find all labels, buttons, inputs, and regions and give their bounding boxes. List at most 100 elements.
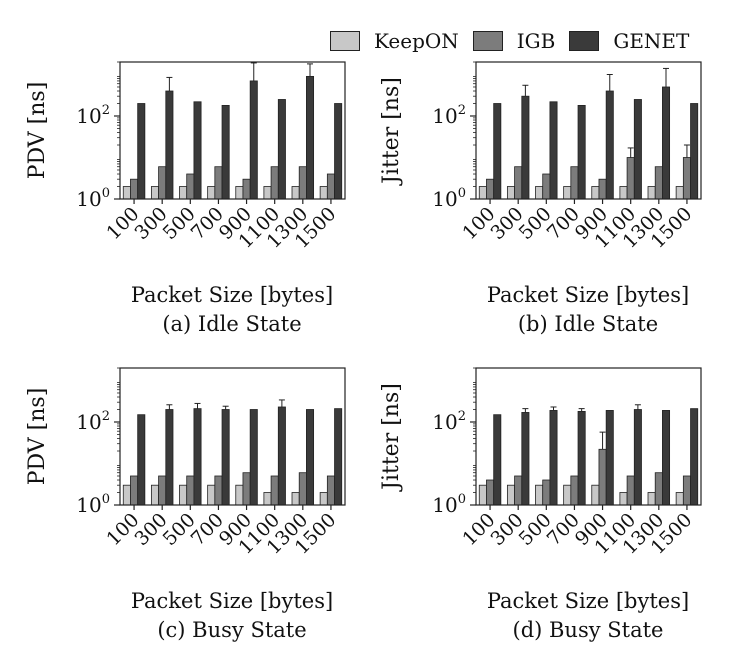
bar-igb-300: [514, 166, 523, 200]
bar-keepon-700: [207, 186, 216, 200]
y-tick-exponent: 0: [102, 186, 110, 201]
y-axis-label: Jitter [ns]: [379, 383, 404, 492]
bar-genet-1500: [334, 103, 343, 200]
legend-swatch-genet: [569, 31, 600, 51]
bar-genet-100: [137, 103, 146, 200]
y-tick-exponent: 0: [458, 492, 466, 507]
bar-keepon-900: [235, 484, 244, 506]
bar-igb-1500: [682, 475, 691, 506]
bar-igb-300: [158, 475, 167, 506]
bar-genet-1100: [633, 409, 642, 506]
bar-keepon-1100: [263, 492, 272, 506]
panel-caption: (d) Busy State: [513, 618, 664, 642]
bar-genet-300: [521, 95, 530, 200]
bar-genet-700: [221, 409, 230, 506]
bar-keepon-900: [591, 186, 600, 200]
bar-keepon-300: [150, 484, 159, 506]
y-tick-label: 102: [432, 409, 466, 434]
bar-keepon-1300: [647, 186, 656, 200]
bar-genet-300: [165, 90, 174, 200]
bar-keepon-1500: [675, 492, 684, 506]
y-tick-label: 100: [76, 492, 110, 517]
bar-keepon-1100: [263, 186, 272, 200]
bar-igb-900: [598, 178, 607, 200]
bar-keepon-700: [563, 186, 572, 200]
bar-keepon-500: [535, 484, 544, 506]
bar-igb-700: [214, 166, 223, 200]
bar-igb-500: [542, 173, 551, 200]
bar-igb-1300: [654, 166, 663, 200]
bar-igb-1300: [298, 166, 307, 200]
bar-genet-1100: [277, 406, 286, 506]
y-tick-exponent: 2: [102, 103, 110, 118]
bar-genet-700: [221, 105, 230, 200]
bar-igb-1300: [298, 472, 307, 506]
bar-igb-300: [514, 475, 523, 506]
bar-igb-1100: [270, 475, 279, 506]
bar-igb-700: [570, 166, 579, 200]
bar-genet-1100: [633, 99, 642, 200]
bar-igb-1500: [682, 157, 691, 200]
bar-genet-100: [493, 414, 502, 506]
bar-igb-1100: [626, 475, 635, 506]
bar-genet-700: [577, 411, 586, 506]
bar-igb-900: [598, 448, 607, 506]
bar-igb-100: [130, 178, 139, 200]
bar-igb-1300: [654, 472, 663, 506]
bar-keepon-300: [506, 186, 515, 200]
bar-igb-900: [242, 178, 251, 200]
bar-igb-900: [242, 472, 251, 506]
y-tick-label: 100: [432, 186, 466, 211]
bar-keepon-100: [122, 484, 131, 506]
bar-keepon-500: [179, 186, 188, 200]
bar-igb-500: [542, 479, 551, 506]
x-axis-label: Packet Size [bytes]: [131, 589, 333, 613]
bar-igb-700: [214, 475, 223, 506]
bar-igb-300: [158, 166, 167, 200]
legend-item-genet: GENET: [569, 29, 689, 53]
bar-keepon-1500: [675, 186, 684, 200]
bar-keepon-900: [591, 484, 600, 506]
bar-keepon-1300: [647, 492, 656, 506]
bar-genet-1500: [690, 103, 699, 200]
bar-genet-100: [493, 103, 502, 200]
bar-genet-900: [249, 409, 258, 506]
legend-label-genet: GENET: [613, 29, 690, 53]
y-tick-exponent: 0: [458, 186, 466, 201]
bar-keepon-500: [535, 186, 544, 200]
legend-item-igb: IGB: [472, 29, 555, 53]
bar-keepon-1300: [291, 186, 300, 200]
y-axis-label: PDV [ns]: [25, 388, 50, 486]
bar-igb-700: [570, 475, 579, 506]
bar-keepon-1300: [291, 492, 300, 506]
legend-swatch-keepon: [330, 31, 360, 51]
bar-genet-900: [605, 410, 614, 506]
bar-genet-300: [521, 412, 530, 506]
bar-keepon-700: [207, 484, 216, 506]
bar-genet-1300: [662, 86, 671, 200]
x-axis-label: Packet Size [bytes]: [131, 283, 333, 307]
bar-igb-100: [486, 479, 495, 506]
plot-frame: [119, 61, 346, 200]
bar-genet-100: [137, 414, 146, 506]
bar-keepon-1100: [619, 186, 628, 200]
bar-genet-300: [165, 409, 174, 506]
bar-genet-1300: [662, 410, 671, 506]
panel-caption: (c) Busy State: [157, 618, 306, 642]
bar-keepon-100: [478, 484, 487, 506]
bar-keepon-100: [478, 186, 487, 200]
plot-frame: [475, 61, 702, 200]
bar-genet-1500: [690, 408, 699, 506]
y-axis-label: PDV [ns]: [25, 82, 50, 180]
bar-genet-900: [249, 80, 258, 200]
x-axis-label: Packet Size [bytes]: [487, 589, 689, 613]
bar-genet-1500: [334, 408, 343, 506]
bar-keepon-1500: [319, 186, 328, 200]
panel-caption: (a) Idle State: [162, 312, 301, 336]
bar-keepon-300: [506, 484, 515, 506]
bar-keepon-1500: [319, 492, 328, 506]
